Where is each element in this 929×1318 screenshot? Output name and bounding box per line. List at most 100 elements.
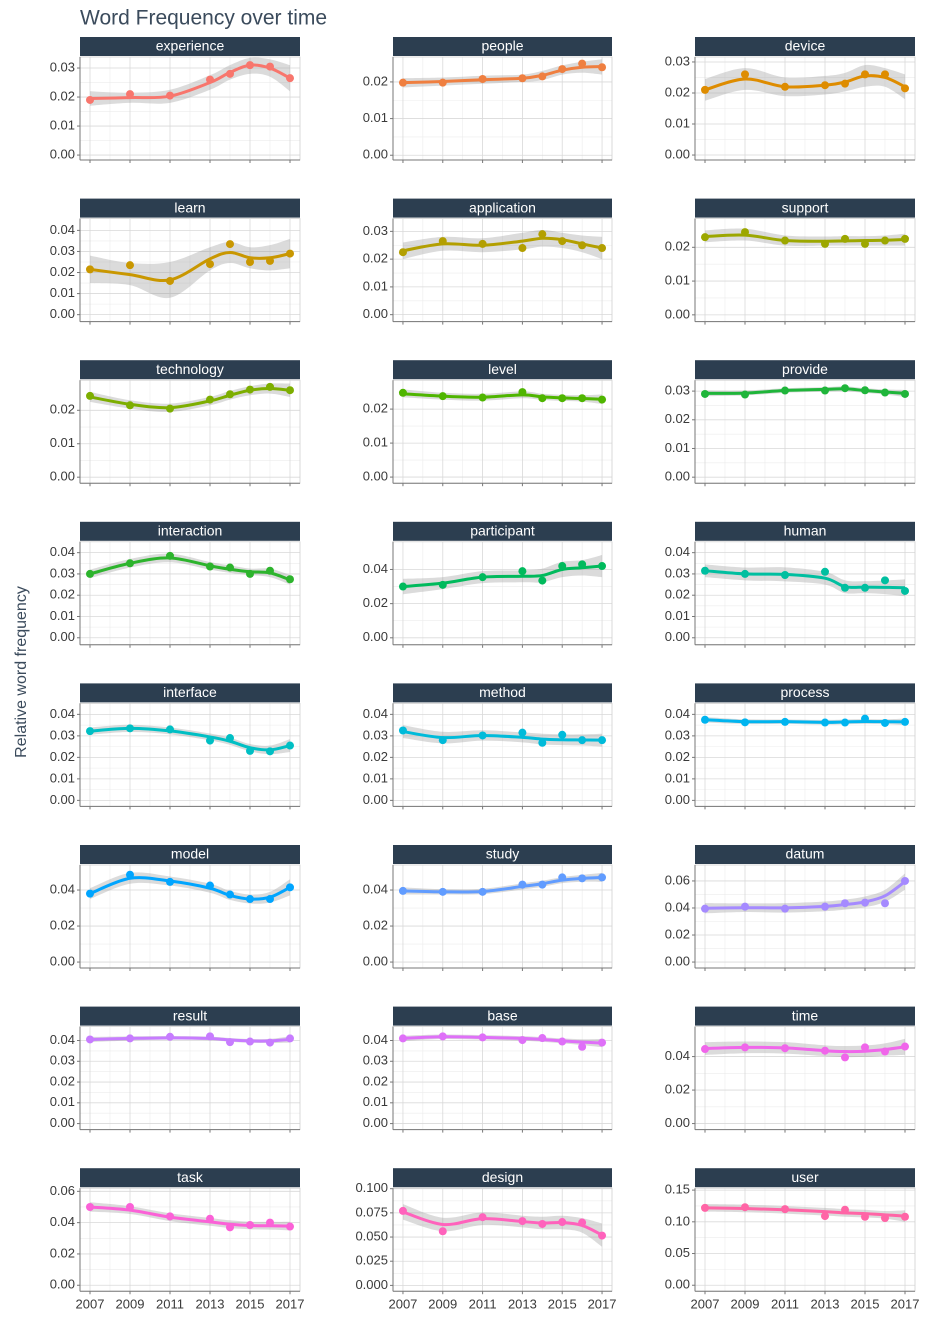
point <box>881 1214 889 1223</box>
y-tick-label: 0.04 <box>50 544 75 559</box>
y-tick-label: 0.03 <box>665 727 690 742</box>
y-tick-label: 0.00 <box>363 953 388 968</box>
point <box>86 391 94 400</box>
point <box>598 1038 607 1047</box>
point <box>398 1206 407 1215</box>
point <box>598 736 607 745</box>
point <box>246 1220 254 1229</box>
point <box>781 386 789 395</box>
point <box>438 580 447 589</box>
point <box>266 1038 274 1047</box>
y-tick-label: 0.02 <box>665 411 690 426</box>
y-tick-label: 0.04 <box>50 222 75 237</box>
strip-label: user <box>791 1169 819 1185</box>
y-tick-label: 0.04 <box>665 1048 690 1063</box>
point <box>841 718 849 727</box>
y-tick-label: 0.00 <box>363 306 388 321</box>
point <box>266 895 274 904</box>
y-tick-label: 0.01 <box>50 435 75 450</box>
y-tick-label: 0.03 <box>363 223 388 238</box>
y-tick-label: 0.050 <box>355 1228 388 1243</box>
strip-background <box>393 521 612 541</box>
y-tick-label: 0.02 <box>665 239 690 254</box>
y-tick-label: 0.02 <box>363 595 388 610</box>
y-tick-label: 0.02 <box>363 749 388 764</box>
point <box>861 239 869 248</box>
point <box>558 1037 567 1046</box>
point <box>126 559 134 568</box>
point <box>286 386 294 395</box>
point <box>538 230 547 239</box>
point <box>266 566 274 575</box>
strip-background <box>695 198 915 218</box>
point <box>398 582 407 591</box>
point <box>781 82 789 91</box>
strip-label: model <box>171 846 209 862</box>
point <box>841 1053 849 1062</box>
y-tick-label: 0.03 <box>50 565 75 580</box>
y-tick-label: 0.04 <box>363 706 388 721</box>
y-tick-label: 0.01 <box>50 770 75 785</box>
panel: support 0.00 0.01 0.02 <box>665 198 916 325</box>
strip-background <box>80 1168 300 1188</box>
point <box>741 1203 749 1212</box>
x-tick-label: 2009 <box>428 1297 457 1312</box>
point <box>781 1205 789 1214</box>
point <box>881 576 889 585</box>
point <box>86 1035 94 1044</box>
strip-label: learn <box>174 199 205 215</box>
y-tick-label: 0.00 <box>50 953 75 968</box>
point <box>518 388 527 397</box>
point <box>741 1043 749 1052</box>
point <box>741 902 749 911</box>
point <box>538 576 547 585</box>
point <box>881 1047 889 1056</box>
strip-background <box>695 521 915 541</box>
y-tick-label: 0.00 <box>665 1277 690 1292</box>
strip-background <box>80 360 300 380</box>
confidence-band <box>90 872 290 904</box>
point <box>538 880 547 889</box>
y-tick-label: 0.03 <box>50 59 75 74</box>
x-tick-label: 2017 <box>588 1297 617 1312</box>
y-tick-label: 0.00 <box>665 629 690 644</box>
y-tick-label: 0.02 <box>665 926 690 941</box>
y-tick-label: 0.01 <box>363 1094 388 1109</box>
point <box>478 1213 487 1222</box>
point <box>901 717 909 726</box>
point <box>558 873 567 882</box>
point <box>166 276 174 285</box>
y-tick-label: 0.000 <box>355 1277 388 1292</box>
y-tick-label: 0.04 <box>50 1214 75 1229</box>
strip-background <box>695 683 915 703</box>
panel: technology 0.00 0.01 0.02 <box>50 360 301 487</box>
y-tick-label: 0.01 <box>50 117 75 132</box>
point <box>558 730 567 739</box>
strip-label: result <box>173 1007 207 1023</box>
y-tick-label: 0.15 <box>665 1182 690 1197</box>
panel: participant 0.00 0.02 0.04 <box>363 521 613 648</box>
y-tick-label: 0.02 <box>50 402 75 417</box>
strip-label: time <box>792 1007 819 1023</box>
point <box>206 75 214 84</box>
point <box>841 234 849 243</box>
point <box>578 736 587 745</box>
panel: interface 0.00 0.01 0.02 0.03 0.04 <box>50 683 301 810</box>
y-tick-label: 0.04 <box>665 706 690 721</box>
point <box>126 261 134 270</box>
y-tick-label: 0.01 <box>363 435 388 450</box>
panel: device 0.00 0.01 0.02 0.03 <box>665 37 916 163</box>
point <box>578 394 587 403</box>
point <box>86 1202 94 1211</box>
point <box>538 394 547 403</box>
y-tick-label: 0.00 <box>665 953 690 968</box>
point <box>398 388 407 397</box>
y-tick-label: 0.01 <box>665 770 690 785</box>
point <box>226 69 234 78</box>
strip-label: method <box>479 684 526 700</box>
panel: time 0.00 0.02 0.04 <box>665 1006 916 1133</box>
panel: study 0.00 0.02 0.04 <box>363 845 613 971</box>
point <box>126 1034 134 1043</box>
y-tick-label: 0.01 <box>363 278 388 293</box>
point <box>166 91 174 100</box>
